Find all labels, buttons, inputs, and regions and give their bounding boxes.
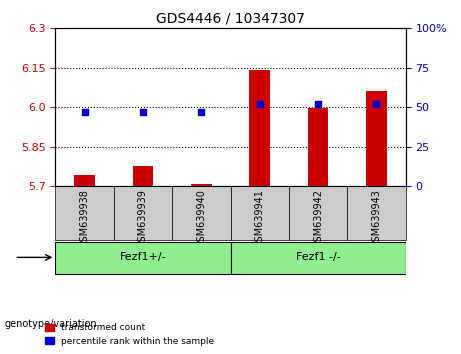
Point — [373, 101, 380, 107]
Legend: transformed count, percentile rank within the sample: transformed count, percentile rank withi… — [41, 320, 218, 349]
Point — [198, 109, 205, 115]
Text: genotype/variation: genotype/variation — [5, 319, 97, 329]
Bar — [308, 108, 328, 186]
Bar — [133, 166, 153, 186]
FancyBboxPatch shape — [289, 186, 347, 240]
FancyBboxPatch shape — [230, 186, 289, 240]
FancyBboxPatch shape — [114, 186, 172, 240]
Text: Fezf1+/-: Fezf1+/- — [119, 252, 166, 262]
Text: GSM639938: GSM639938 — [79, 189, 89, 247]
FancyBboxPatch shape — [230, 242, 406, 274]
Text: GSM639941: GSM639941 — [254, 189, 265, 247]
Text: Fezf1 -/-: Fezf1 -/- — [296, 252, 341, 262]
Point — [139, 109, 147, 115]
FancyBboxPatch shape — [172, 186, 230, 240]
Bar — [249, 70, 270, 186]
Text: GSM639942: GSM639942 — [313, 189, 323, 248]
Bar — [74, 175, 95, 186]
Text: GSM639940: GSM639940 — [196, 189, 207, 247]
FancyBboxPatch shape — [55, 242, 230, 274]
Point — [256, 101, 263, 107]
Bar — [191, 184, 212, 186]
FancyBboxPatch shape — [55, 186, 114, 240]
FancyBboxPatch shape — [347, 186, 406, 240]
Point — [314, 101, 322, 107]
Text: GSM639943: GSM639943 — [372, 189, 382, 247]
Text: GSM639939: GSM639939 — [138, 189, 148, 247]
Title: GDS4446 / 10347307: GDS4446 / 10347307 — [156, 12, 305, 26]
Bar — [366, 91, 387, 186]
Point — [81, 109, 88, 115]
